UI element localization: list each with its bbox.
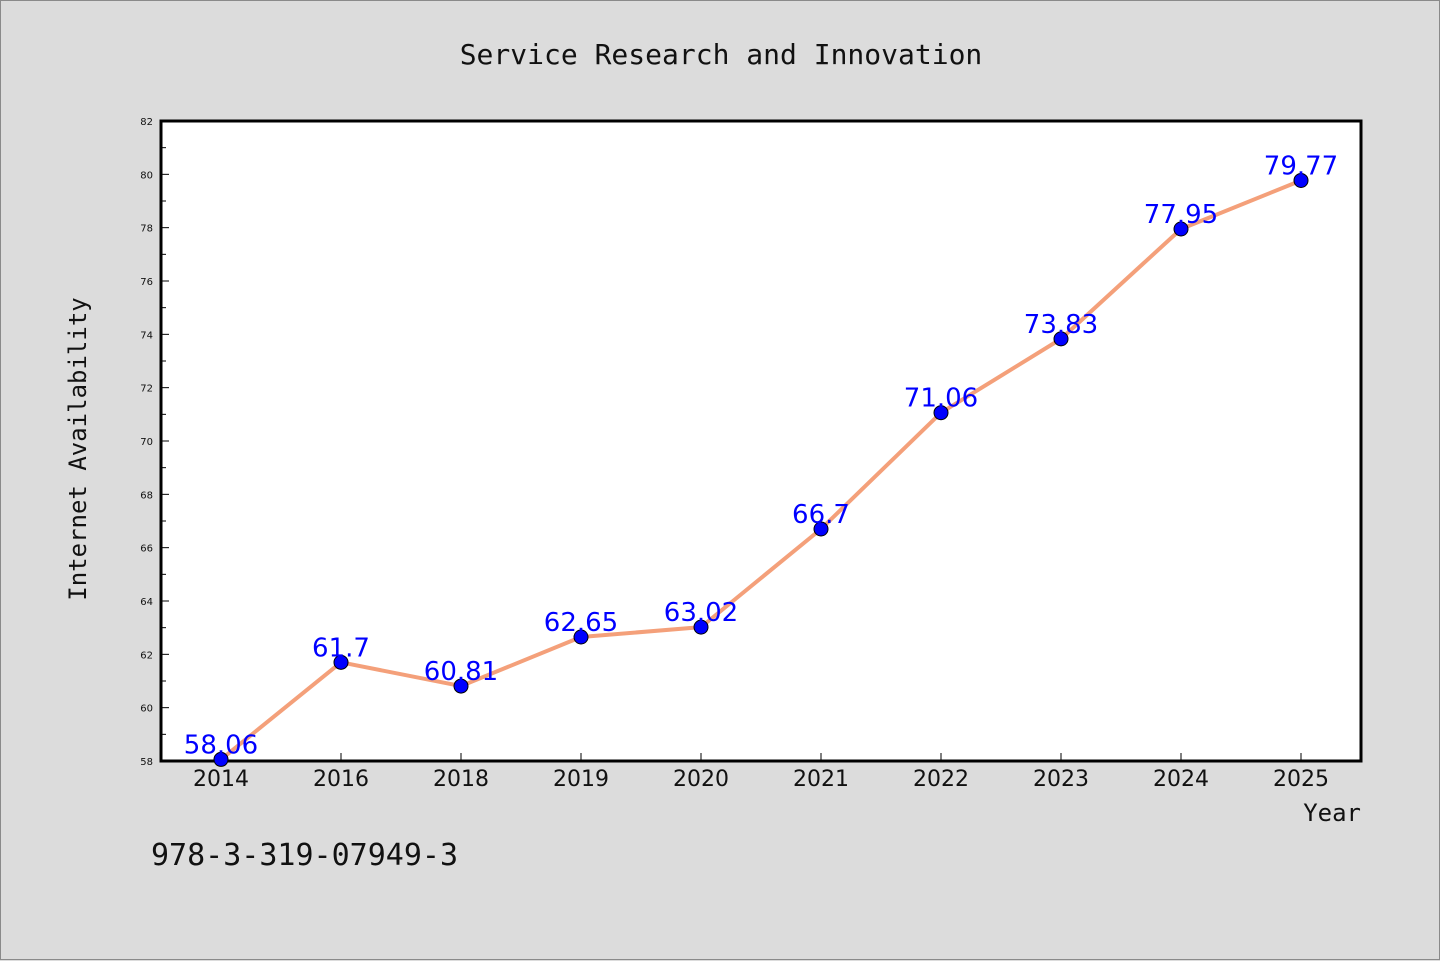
data-point bbox=[573, 629, 589, 645]
x-tick-label: 2019 bbox=[553, 767, 609, 792]
data-point bbox=[333, 654, 349, 670]
y-tick-label: 82 bbox=[140, 117, 153, 128]
data-label: 71.06 bbox=[904, 384, 978, 414]
x-tick-label: 2014 bbox=[193, 767, 249, 792]
x-tick-label: 2021 bbox=[793, 767, 849, 792]
x-tick-label: 2018 bbox=[433, 767, 489, 792]
x-tick-label: 2025 bbox=[1273, 767, 1329, 792]
data-point bbox=[933, 405, 949, 421]
y-tick-label: 74 bbox=[140, 330, 153, 341]
y-tick-label: 68 bbox=[140, 490, 153, 501]
data-label: 62.65 bbox=[544, 608, 618, 638]
data-label: 60.81 bbox=[424, 657, 498, 687]
y-tick-label: 58 bbox=[140, 757, 153, 768]
data-label: 58.06 bbox=[184, 730, 258, 760]
axis-ticks: 58 60 62 64 66 68 70 72 74 76 78 80 82 2014 2016 2018 20… bbox=[140, 117, 1329, 792]
y-axis-label: Internet Availability bbox=[64, 297, 92, 600]
y-tick-label: 64 bbox=[140, 597, 153, 608]
data-label: 73.83 bbox=[1024, 310, 1098, 340]
data-point bbox=[453, 678, 469, 694]
data-point bbox=[813, 521, 829, 537]
y-tick-label: 66 bbox=[140, 544, 153, 555]
series-layer: 58.06 61.7 60.81 62.65 63.02 66.7 71.06 73.83 77… bbox=[184, 151, 1338, 767]
chart-title: Service Research and Innovation bbox=[460, 38, 983, 71]
data-label: 66.7 bbox=[792, 500, 850, 530]
data-point bbox=[693, 619, 709, 635]
data-point bbox=[1173, 221, 1189, 237]
y-tick-label: 78 bbox=[140, 224, 153, 235]
data-point bbox=[1053, 331, 1069, 347]
y-tick-label: 62 bbox=[140, 650, 153, 661]
data-label: 63.02 bbox=[664, 598, 738, 628]
y-tick-label: 76 bbox=[140, 277, 153, 288]
data-point bbox=[1293, 172, 1309, 188]
plot-area bbox=[159, 119, 1363, 763]
data-label: 77.95 bbox=[1144, 200, 1218, 230]
x-tick-label: 2024 bbox=[1153, 767, 1209, 792]
y-tick-label: 72 bbox=[140, 384, 153, 395]
data-point bbox=[213, 751, 229, 767]
x-tick-label: 2022 bbox=[913, 767, 969, 792]
y-tick-label: 70 bbox=[140, 437, 153, 448]
y-tick-label: 60 bbox=[140, 704, 153, 715]
x-axis-label: Year bbox=[1303, 799, 1361, 827]
y-tick-label: 80 bbox=[140, 170, 153, 181]
x-tick-label: 2016 bbox=[313, 767, 369, 792]
x-tick-label: 2023 bbox=[1033, 767, 1089, 792]
data-label: 79.77 bbox=[1264, 151, 1338, 181]
x-tick-label: 2020 bbox=[673, 767, 729, 792]
isbn-footer: 978-3-319-07949-3 bbox=[151, 838, 458, 873]
series-line bbox=[219, 178, 1303, 762]
data-label: 61.7 bbox=[312, 633, 370, 663]
